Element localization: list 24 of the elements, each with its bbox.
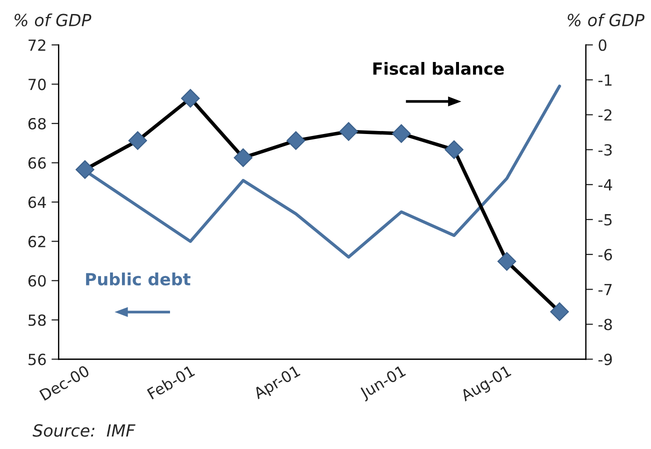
source-note: Source: IMF bbox=[32, 424, 136, 437]
y2-tick-label: -7 bbox=[598, 284, 612, 296]
y2-tick-label: -2 bbox=[598, 109, 612, 121]
y2-tick-label: -1 bbox=[598, 74, 612, 86]
y2-tick-label: 0 bbox=[598, 39, 606, 51]
y-axis-title: % of GDP bbox=[14, 13, 92, 26]
y-tick-label: 70 bbox=[28, 78, 46, 90]
y2-tick-label: -3 bbox=[598, 144, 612, 156]
text: Fiscal balance bbox=[373, 62, 504, 75]
y2-tick-label: -5 bbox=[598, 214, 612, 226]
y2-tick-label: -4 bbox=[598, 179, 612, 190]
series-label: Public debt bbox=[86, 272, 190, 286]
y2-tick-label: -9 bbox=[598, 354, 612, 366]
y-tick-label: 68 bbox=[28, 118, 46, 130]
y-tick-label: 60 bbox=[28, 275, 46, 287]
y-tick-label: 66 bbox=[28, 157, 46, 169]
y2-tick-label: -6 bbox=[598, 248, 612, 260]
y-tick-label: 56 bbox=[28, 354, 46, 366]
y-tick-label: 62 bbox=[28, 236, 46, 248]
y2-axis-title: % of GDP bbox=[568, 13, 644, 26]
y2-tick-label: -8 bbox=[598, 318, 612, 330]
y-tick-label: 58 bbox=[28, 314, 46, 326]
y-tick-label: 72 bbox=[28, 39, 46, 51]
y-tick-label: 64 bbox=[28, 196, 46, 208]
